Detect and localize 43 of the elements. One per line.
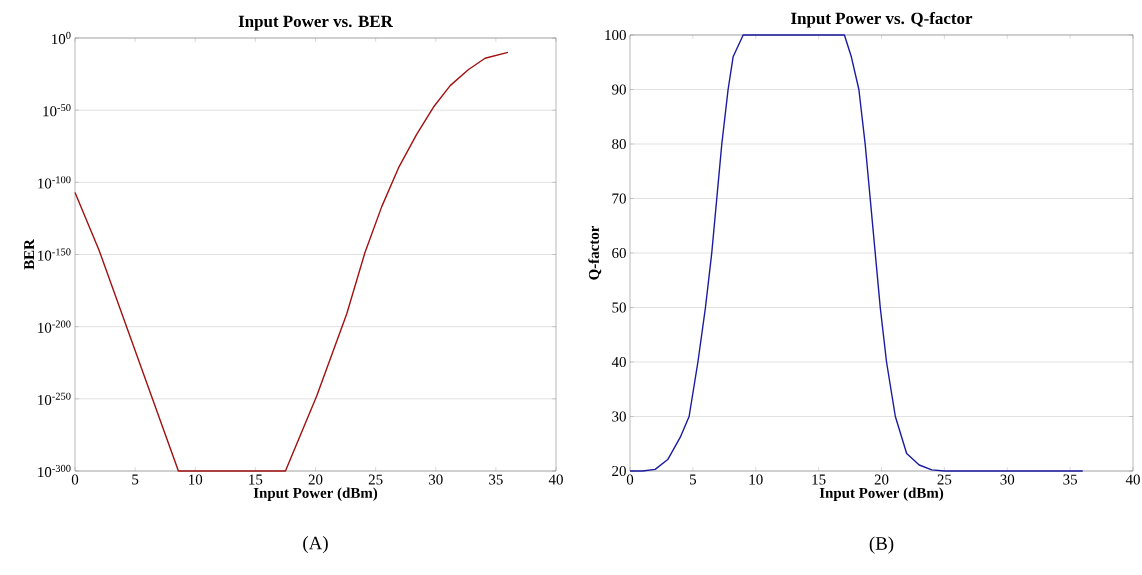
x-tick-label: 25 (937, 474, 952, 485)
y-tick-label: 10$^{-250}$ (38, 392, 71, 405)
x-tick-label: 35 (1063, 474, 1078, 485)
y-tick-label: 10$^{-150}$ (38, 248, 71, 261)
y-tick-label: 10$^{0}$ (52, 31, 71, 45)
y-tick-label: 50 (612, 302, 626, 313)
y-tick-label: 10$^{-50}$ (43, 104, 71, 117)
y-tick-label: 40 (611, 356, 626, 368)
y-tick-label: 10$^{-100}$ (38, 176, 71, 189)
x-tick-label: 0 (626, 474, 634, 485)
x-tick-label: 5 (132, 474, 139, 485)
y-tick-label: 80 (612, 138, 626, 150)
x-axis-title: Input Power (dBm) (253, 487, 378, 502)
x-tick-label: 20 (874, 474, 889, 485)
x-tick-label: 20 (308, 474, 323, 485)
y-tick-label: 100 (605, 29, 626, 41)
text: (A) (303, 536, 328, 554)
y-tick-label: 10$^{-300}$ (38, 464, 71, 478)
x-tick-label: 25 (368, 474, 383, 485)
y-tick-label: 90 (612, 84, 626, 95)
y-tick-label: 20 (612, 465, 626, 477)
x-tick-label: 40 (1125, 474, 1140, 485)
chart-title: Input Power vs. Q-factor (791, 11, 973, 28)
x-tick-label: 35 (489, 474, 503, 485)
x-tick-label: 5 (690, 474, 697, 485)
chart-title: Input Power vs. BER (238, 15, 394, 31)
y-axis-title: BER (24, 239, 35, 270)
y-tick-label: 60 (612, 247, 626, 259)
y-tick-label: 30 (612, 411, 626, 422)
x-tick-label: 15 (812, 474, 826, 485)
y-axis-title: Q-factor (588, 225, 602, 280)
x-tick-label: 30 (1000, 474, 1015, 485)
x-tick-label: 0 (71, 474, 79, 485)
x-tick-label: 10 (189, 474, 203, 485)
x-tick-label: 10 (749, 474, 763, 485)
x-tick-label: 15 (249, 474, 263, 485)
y-tick-label: 10$^{-200}$ (38, 320, 71, 333)
x-axis-title: Input Power (dBm) (819, 487, 944, 501)
x-tick-label: 40 (548, 474, 563, 485)
y-tick-label: 70 (612, 193, 626, 204)
line-series (74, 51, 509, 472)
x-tick-label: 30 (429, 474, 443, 485)
text: (B) (869, 536, 894, 554)
